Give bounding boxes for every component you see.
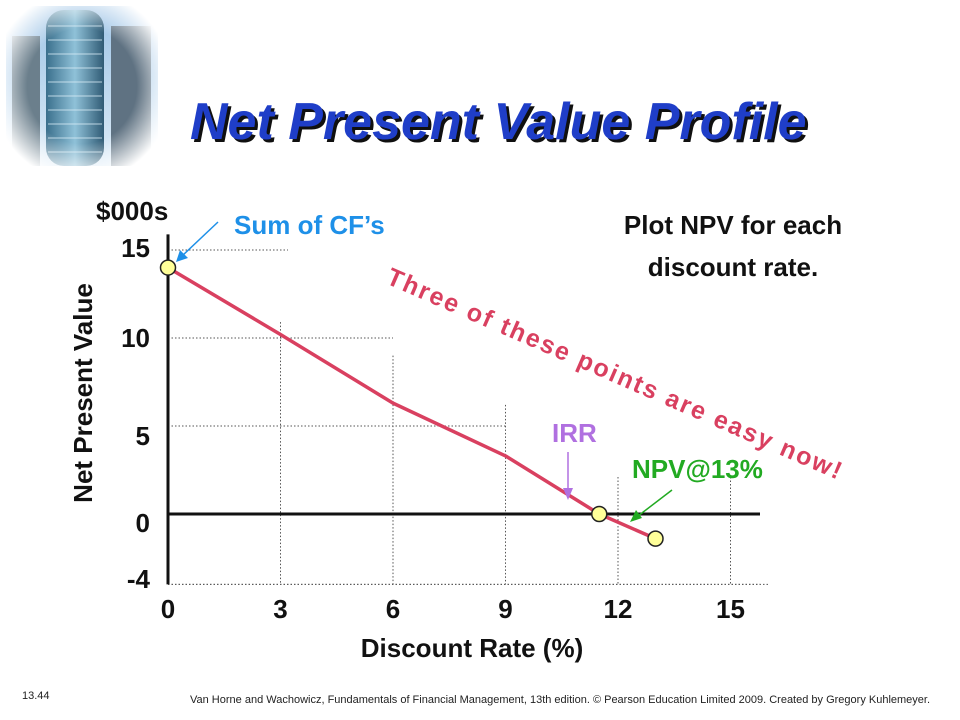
x-tick-label-12: 12 [604,594,633,624]
plot-note-line1: Plot NPV for each [624,210,842,240]
plot-note-line2: discount rate. [648,252,818,282]
y-tick-label-5: 5 [136,421,150,451]
x-tick-label-0: 0 [161,594,175,624]
npv-series-line-0 [167,266,657,541]
irr-label: IRR [552,418,597,448]
y-tick-label--4: -4 [127,564,151,594]
y-unit-label: $000s [96,196,168,226]
diagonal-note: Three of these points are easy now! [383,263,848,486]
guide-lines [168,249,768,585]
building-photo-icon [6,6,158,166]
series-layer [167,266,657,541]
x-tick-label-15: 15 [716,594,745,624]
chart-axes [166,234,760,585]
npv-13-arrow [637,489,673,517]
marker-point-1 [591,505,608,523]
marker-layer [159,259,664,547]
sum-of-cf-label: Sum of CF’s [234,210,385,240]
sum-of-cf-arrow [181,221,219,257]
x-tick-label-3: 3 [273,594,287,624]
irr-arrowhead [563,488,573,500]
npv-13-label: NPV@13% [632,454,763,484]
slide-number: 13.44 [22,690,50,702]
x-axis-title: Discount Rate (%) [361,633,583,663]
marker-point-2 [647,530,664,547]
sum-of-cf-arrowhead [176,250,188,262]
y-tick-label-10: 10 [121,323,150,353]
y-tick-label-15: 15 [121,233,150,263]
npv-13-arrowhead [630,510,642,522]
y-tick-label-0: 0 [136,508,150,538]
slide-title: Net Present Value Profile [190,93,807,151]
footer-credit: Van Horne and Wachowicz, Fundamentals of… [190,694,931,706]
x-tick-label-9: 9 [498,594,512,624]
marker-point-0 [159,259,177,276]
y-axis-title: Net Present Value [68,283,98,503]
tick-labels: 0 3 6 9 12 15 -4 0 5 10 15 [121,233,745,624]
x-tick-label-6: 6 [386,594,400,624]
